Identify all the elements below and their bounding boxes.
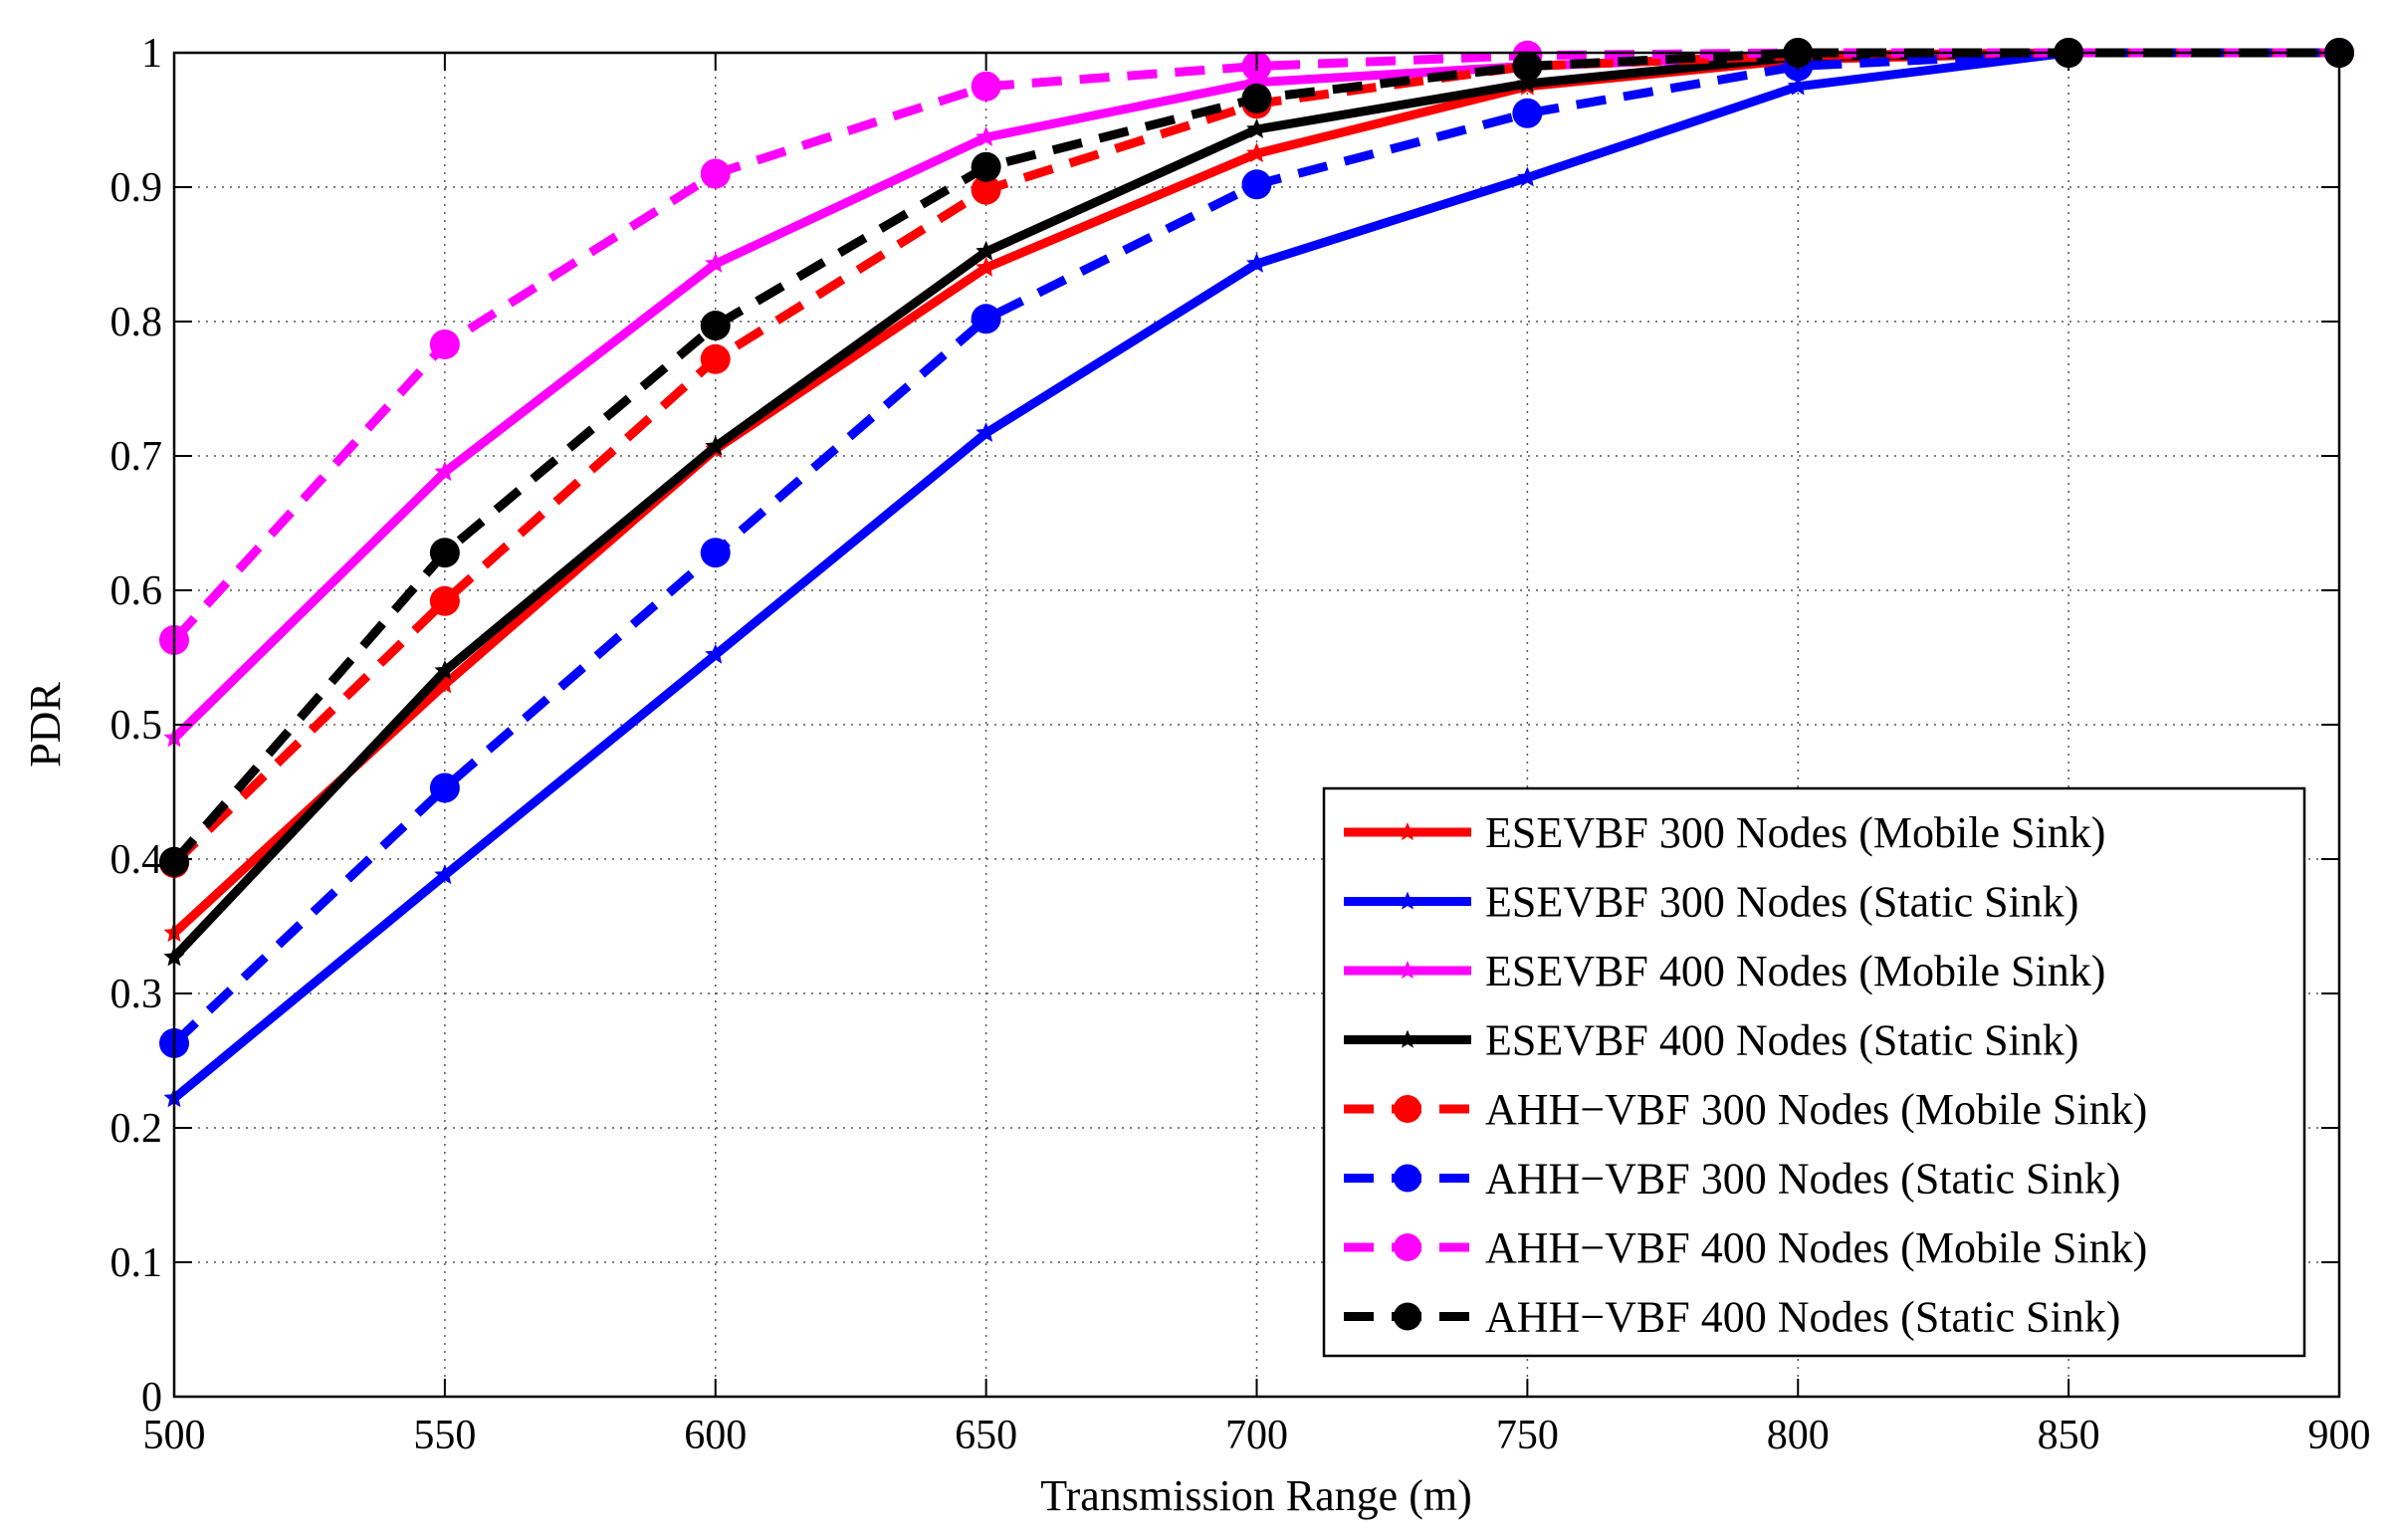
y-tick-label: 0.7 (110, 434, 163, 480)
data-point (434, 864, 456, 885)
y-tick-label: 0.3 (110, 972, 163, 1017)
data-point (429, 585, 460, 616)
data-point (1241, 169, 1272, 200)
legend-marker-5 (1394, 1095, 1421, 1123)
legend-label-6: AHH−VBF 300 Nodes (Static Sink) (1485, 1155, 2120, 1204)
legend-marker-6 (1394, 1164, 1421, 1193)
legend-box (1322, 786, 2306, 1358)
y-tick-label: 0.8 (110, 300, 163, 345)
legend-marker-8 (1394, 1302, 1421, 1331)
data-point (971, 71, 1001, 102)
data-point (971, 174, 1001, 205)
data-point (971, 151, 1001, 182)
data-point (705, 643, 727, 664)
data-point (429, 538, 460, 568)
y-tick-label: 0.5 (110, 703, 163, 749)
legend-label-7: AHH−VBF 400 Nodes (Mobile Sink) (1485, 1223, 2147, 1272)
data-point (976, 126, 997, 146)
data-point (1246, 142, 1267, 163)
legend-label-1: ESEVBF 300 Nodes (Mobile Sink) (1485, 808, 2105, 857)
data-point (700, 538, 731, 568)
legend-label-3: ESEVBF 400 Nodes (Mobile Sink) (1485, 947, 2105, 995)
data-point (1516, 73, 1538, 93)
y-tick-label: 0.4 (110, 837, 163, 883)
legend-marker-4 (1398, 1029, 1417, 1048)
data-point (700, 343, 731, 374)
data-point (1241, 83, 1272, 113)
x-tick-label: 700 (1225, 1413, 1288, 1458)
x-tick-label: 500 (143, 1413, 206, 1458)
data-point (971, 304, 1001, 334)
data-point (434, 673, 456, 694)
data-point (976, 422, 997, 442)
data-point (1512, 98, 1543, 128)
x-tick-label: 650 (955, 1413, 1017, 1458)
data-point (429, 329, 460, 359)
data-point (705, 435, 727, 456)
data-point (434, 660, 456, 680)
y-tick-label: 0.9 (110, 165, 163, 211)
data-point (705, 253, 727, 273)
data-point (1246, 253, 1267, 273)
x-tick-label: 850 (2038, 1413, 2100, 1458)
data-point (976, 240, 997, 261)
y-axis-title: PDR (21, 682, 70, 768)
legend-marker-3 (1398, 961, 1417, 980)
x-tick-label: 750 (1496, 1413, 1559, 1458)
y-tick-label: 0 (141, 1375, 162, 1421)
data-point (429, 772, 460, 803)
y-tick-label: 0.6 (110, 568, 163, 614)
legend-label-8: AHH−VBF 400 Nodes (Static Sink) (1485, 1293, 2120, 1342)
data-point (700, 311, 731, 341)
y-tick-label: 0.1 (110, 1240, 163, 1286)
data-point (700, 158, 731, 189)
grid (174, 53, 2339, 1397)
ticks: 500 550 600 650 700 750 800 850 900 0 0.1 0.2 0.3 0.4… (110, 31, 2371, 1458)
data-point (1246, 118, 1267, 138)
legend: ESEVBF 300 Nodes (Mobile Sink) ESEVBF 300… (1322, 786, 2306, 1358)
data-point (976, 257, 997, 277)
legend-label-4: ESEVBF 400 Nodes (Static Sink) (1485, 1016, 2078, 1065)
x-tick-label: 900 (2308, 1413, 2371, 1458)
legend-label-2: ESEVBF 300 Nodes (Static Sink) (1485, 878, 2078, 927)
y-tick-label: 0.2 (110, 1106, 163, 1152)
legend-label-5: AHH−VBF 300 Nodes (Mobile Sink) (1485, 1085, 2147, 1134)
data-point (1516, 166, 1538, 187)
x-axis-title: Transmission Range (m) (1040, 1471, 1472, 1520)
y-tick-label: 1 (141, 31, 162, 77)
legend-marker-1 (1398, 822, 1417, 841)
x-tick-label: 600 (684, 1413, 747, 1458)
legend-marker-2 (1398, 891, 1417, 910)
series-line (170, 48, 2339, 644)
legend-marker-7 (1394, 1233, 1421, 1261)
x-tick-label: 800 (1767, 1413, 1830, 1458)
data-point (434, 461, 456, 482)
x-tick-label: 550 (413, 1413, 476, 1458)
data-point (1787, 75, 1809, 96)
